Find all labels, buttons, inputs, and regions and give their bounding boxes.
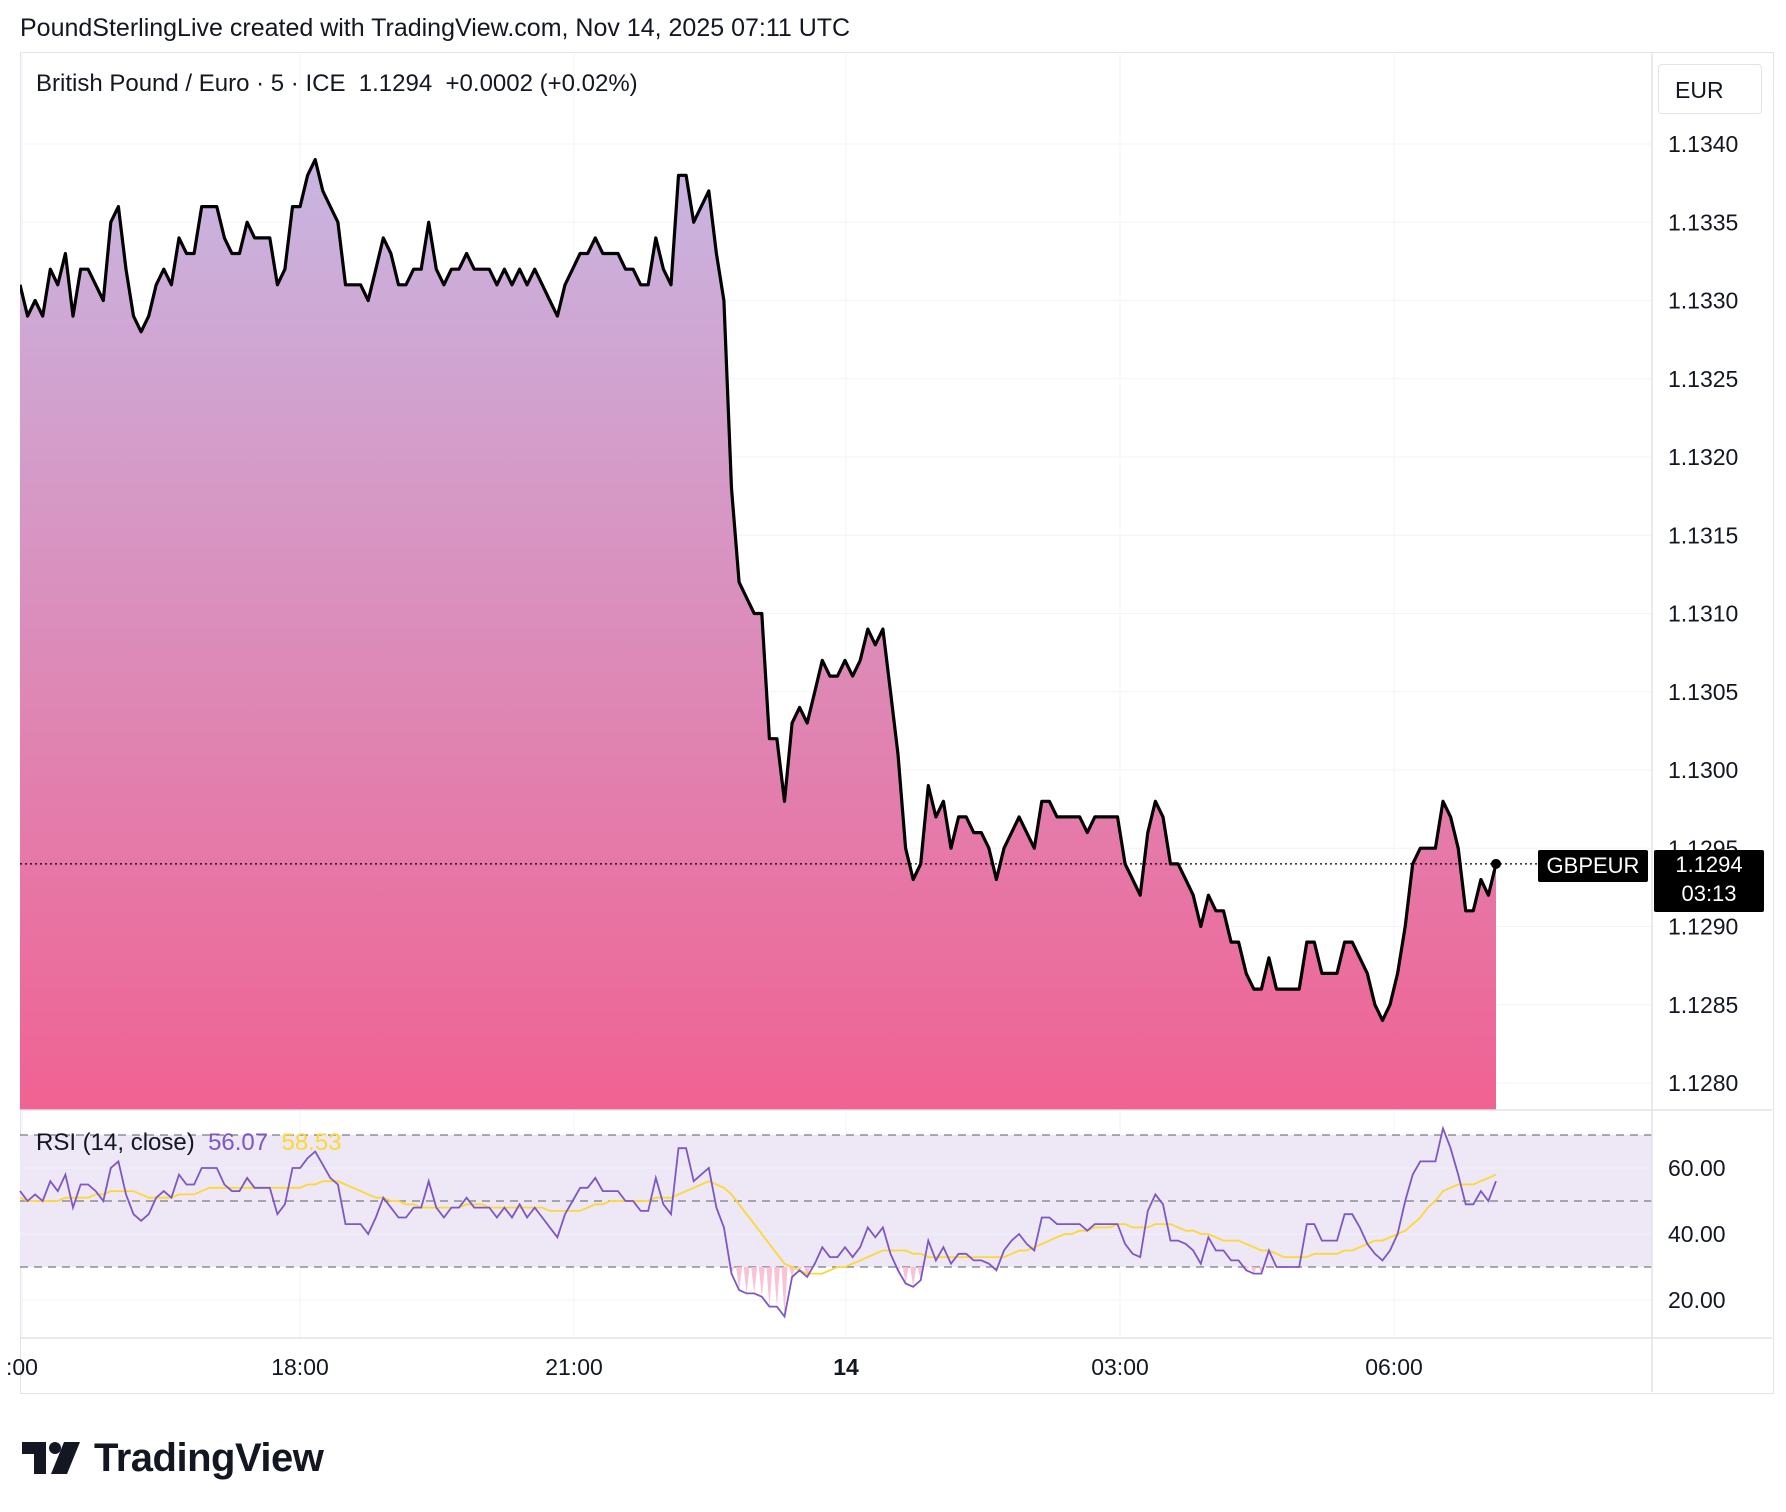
price-tick-label: 1.1315: [1668, 522, 1738, 548]
currency-unit-button[interactable]: EUR: [1658, 64, 1762, 114]
rsi-pane: [19, 1125, 1652, 1319]
axes: 1.1340 1.1335 1.1330 1.1325 1.1320 1.1315 1.13…: [6, 52, 1772, 1392]
time-tick-label: 14: [833, 1354, 859, 1380]
time-tick-label: 06:00: [1365, 1354, 1423, 1380]
rsi-tick-label: 20.00: [1668, 1287, 1726, 1313]
price-tick-label: 1.1335: [1668, 209, 1738, 235]
rsi-line: [19, 1125, 1497, 1319]
symbol-legend: British Pound / Euro · 5 · ICE 1.1294 +0…: [36, 70, 638, 97]
price-tick-label: 1.1330: [1668, 288, 1738, 314]
bar-countdown: 03:13: [1681, 881, 1737, 906]
chart-header: PoundSterlingLive created with TradingVi…: [20, 14, 851, 42]
price-line: [20, 158, 1498, 1022]
current-price: 1.1294: [1675, 852, 1743, 877]
price-tick-label: 1.1285: [1668, 992, 1738, 1018]
rsi-legend: RSI (14, close) 56.07 58.53: [36, 1129, 342, 1157]
price-tick-label: 1.1300: [1668, 757, 1738, 783]
symbol-price-label: GBPEUR: [1538, 850, 1648, 882]
logo-text: TradingView: [94, 1435, 324, 1480]
price-tick-label: 1.1310: [1668, 601, 1738, 627]
current-price-label: 1.1294 03:13: [1654, 850, 1764, 912]
price-tick-label: 1.1320: [1668, 444, 1738, 470]
tradingview-logo[interactable]: TradingView: [22, 1435, 324, 1480]
price-area-fill: [20, 159, 1496, 1110]
time-tick-label: :00: [6, 1354, 38, 1380]
tradingview-logo-icon: [22, 1442, 80, 1474]
price-tick-label: 1.1290: [1668, 914, 1738, 940]
price-tick-label: 1.1325: [1668, 366, 1738, 392]
rsi-ma-value: 58.53: [281, 1129, 342, 1156]
time-tick-label: 21:00: [545, 1354, 603, 1380]
price-tick-label: 1.1340: [1668, 131, 1738, 157]
price-pane: [20, 158, 1501, 1110]
rsi-value: 56.07: [208, 1129, 269, 1156]
price-tick-label: 1.1305: [1668, 679, 1738, 705]
price-tick-label: 1.1280: [1668, 1070, 1738, 1096]
rsi-legend-name: RSI (14, close): [36, 1129, 195, 1156]
time-tick-label: 03:00: [1091, 1354, 1149, 1380]
rsi-tick-label: 40.00: [1668, 1221, 1726, 1247]
rsi-tick-label: 60.00: [1668, 1155, 1726, 1181]
time-tick-label: 18:00: [271, 1354, 329, 1380]
rsi-oversold-fill: [728, 1267, 1265, 1317]
